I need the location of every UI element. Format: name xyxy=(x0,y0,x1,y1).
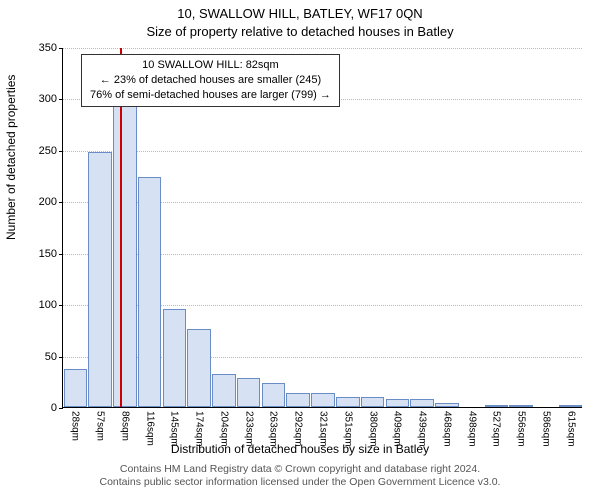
attribution-text: Contains HM Land Registry data © Crown c… xyxy=(0,463,600,490)
chart-title-address: 10, SWALLOW HILL, BATLEY, WF17 0QN xyxy=(0,6,600,21)
grid-line xyxy=(63,48,582,49)
x-axis-label: Distribution of detached houses by size … xyxy=(0,442,600,456)
histogram-bar xyxy=(163,309,187,407)
y-tick-mark xyxy=(59,202,63,203)
y-tick-label: 150 xyxy=(39,248,57,260)
chart-plot-area: 05010015020025030035028sqm57sqm86sqm116s… xyxy=(62,48,582,408)
histogram-bar xyxy=(485,405,509,407)
y-tick-label: 250 xyxy=(39,145,57,157)
histogram-bar xyxy=(262,383,286,407)
y-tick-label: 100 xyxy=(39,299,57,311)
y-tick-mark xyxy=(59,151,63,152)
chart-title-subtitle: Size of property relative to detached ho… xyxy=(0,24,600,39)
histogram-bar xyxy=(386,399,410,407)
histogram-bar xyxy=(559,405,583,407)
grid-line xyxy=(63,151,582,152)
histogram-bar xyxy=(361,397,385,407)
histogram-bar xyxy=(212,374,236,407)
x-tick-label: 86sqm xyxy=(119,411,130,441)
histogram-bar xyxy=(113,93,137,407)
y-tick-label: 350 xyxy=(39,42,57,54)
histogram-bar xyxy=(410,399,434,407)
y-tick-label: 50 xyxy=(45,351,57,363)
histogram-bar xyxy=(435,403,459,407)
histogram-bar xyxy=(64,369,88,407)
x-tick-label: 57sqm xyxy=(95,411,106,441)
y-tick-mark xyxy=(59,48,63,49)
histogram-bar xyxy=(88,152,112,407)
info-box-line: 76% of semi-detached houses are larger (… xyxy=(90,88,331,103)
attribution-line-1: Contains HM Land Registry data © Crown c… xyxy=(0,463,600,477)
histogram-bar xyxy=(509,405,533,407)
y-axis-label: Number of detached properties xyxy=(4,75,18,240)
y-tick-label: 300 xyxy=(39,93,57,105)
y-tick-mark xyxy=(59,357,63,358)
histogram-bar xyxy=(138,177,162,407)
property-info-box: 10 SWALLOW HILL: 82sqm← 23% of detached … xyxy=(81,54,340,107)
y-tick-mark xyxy=(59,99,63,100)
plot-inner: 05010015020025030035028sqm57sqm86sqm116s… xyxy=(62,48,582,408)
info-box-line: 10 SWALLOW HILL: 82sqm xyxy=(90,58,331,73)
y-tick-mark xyxy=(59,305,63,306)
x-tick-label: 116sqm xyxy=(144,411,155,446)
info-box-line: ← 23% of detached houses are smaller (24… xyxy=(90,73,331,88)
y-tick-mark xyxy=(59,408,63,409)
histogram-bar xyxy=(187,329,211,407)
y-tick-mark xyxy=(59,254,63,255)
y-tick-label: 0 xyxy=(51,402,57,414)
histogram-bar xyxy=(311,393,335,407)
x-tick-label: 28sqm xyxy=(70,411,81,441)
histogram-bar xyxy=(286,393,310,407)
y-tick-label: 200 xyxy=(39,196,57,208)
histogram-bar xyxy=(336,397,360,407)
attribution-line-2: Contains public sector information licen… xyxy=(0,476,600,490)
histogram-bar xyxy=(237,378,261,407)
